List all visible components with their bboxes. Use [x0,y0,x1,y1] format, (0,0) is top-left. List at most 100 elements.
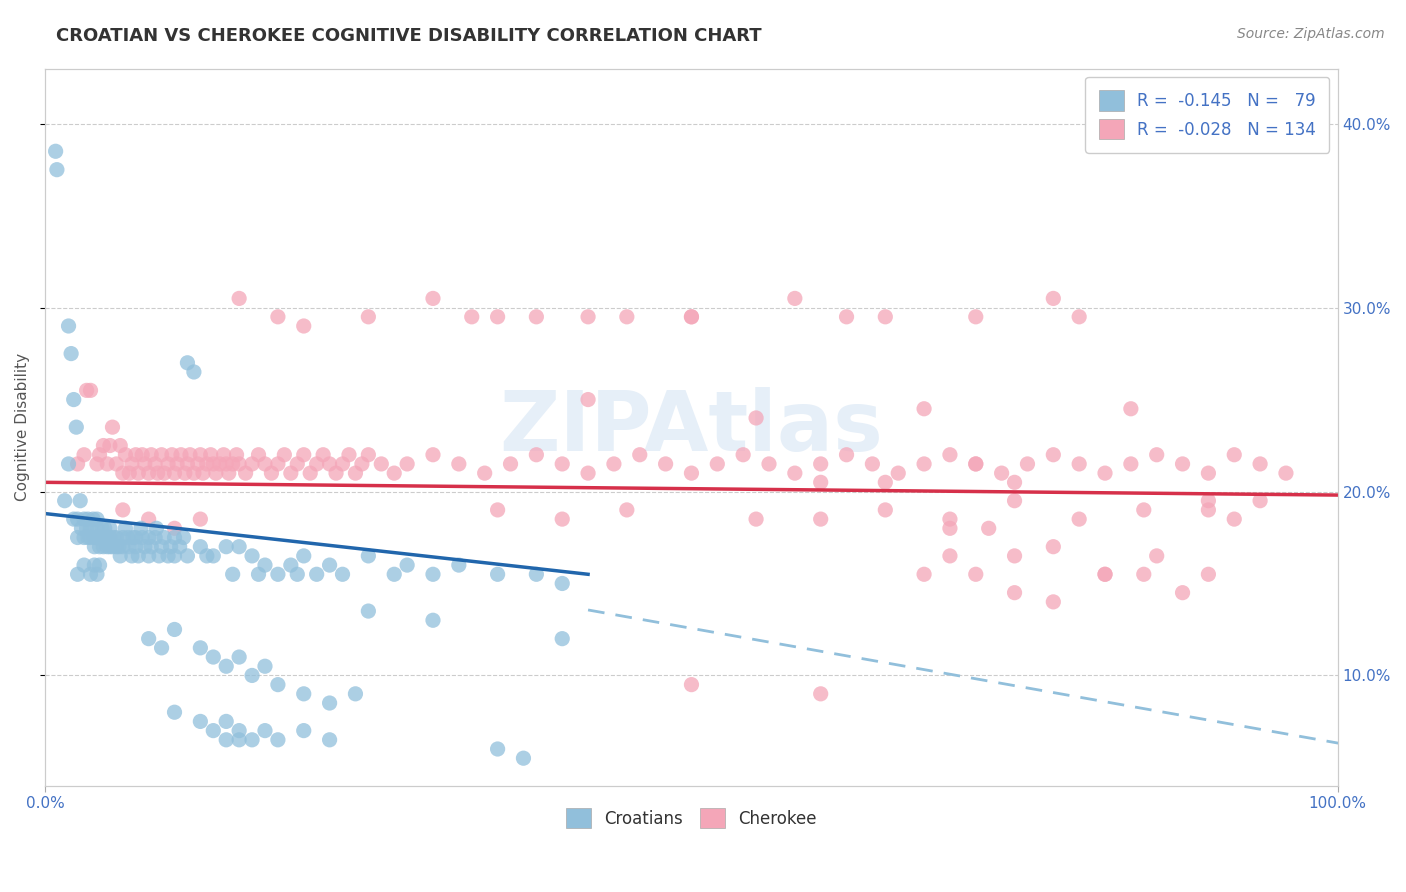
Point [1042,448,1064,462]
Point [195,457,218,471]
Point [280,466,302,480]
Point [111,540,134,554]
Point [1042,292,1064,306]
Point [202,457,225,471]
Point [153,531,176,545]
Point [285,567,308,582]
Point [292,448,315,462]
Point [159,540,181,554]
Point [1197,493,1219,508]
Point [114,521,136,535]
Point [215,540,238,554]
Point [111,466,134,480]
Point [706,457,728,471]
Point [299,466,322,480]
Point [337,448,360,462]
Point [62,392,84,407]
Point [576,310,599,324]
Point [58,318,80,333]
Point [73,512,96,526]
Point [1004,549,1026,563]
Text: Source: ZipAtlas.com: Source: ZipAtlas.com [1237,27,1385,41]
Point [1042,595,1064,609]
Point [228,732,250,747]
Point [110,438,132,452]
Point [118,540,141,554]
Point [939,549,962,563]
Point [176,549,198,563]
Point [344,466,367,480]
Point [810,512,832,526]
Point [628,448,651,462]
Point [83,540,105,554]
Point [260,466,283,480]
Point [1197,567,1219,582]
Point [134,457,156,471]
Point [76,384,98,398]
Point [73,448,96,462]
Point [166,457,188,471]
Point [551,632,574,646]
Point [733,448,755,462]
Point [79,567,101,582]
Point [170,448,193,462]
Point [66,512,89,526]
Point [357,448,380,462]
Point [82,512,104,526]
Point [150,448,173,462]
Point [190,540,212,554]
Point [1094,567,1116,582]
Point [91,521,114,535]
Point [396,457,419,471]
Point [96,457,118,471]
Point [93,438,115,452]
Point [131,448,153,462]
Point [163,705,186,719]
Point [1275,466,1298,480]
Point [202,549,225,563]
Point [486,742,509,756]
Point [200,448,222,462]
Point [157,457,180,471]
Point [190,714,212,729]
Point [267,310,290,324]
Point [344,687,367,701]
Point [134,540,156,554]
Point [131,531,153,545]
Point [150,540,173,554]
Point [681,678,703,692]
Point [447,558,470,573]
Point [202,723,225,738]
Point [576,392,599,407]
Point [215,732,238,747]
Point [318,732,340,747]
Point [163,531,186,545]
Point [758,457,780,471]
Point [190,512,212,526]
Point [205,466,228,480]
Point [1171,457,1194,471]
Point [325,466,347,480]
Point [83,531,105,545]
Point [253,558,276,573]
Point [486,567,509,582]
Point [292,687,315,701]
Point [318,558,340,573]
Point [96,540,118,554]
Point [77,531,100,545]
Point [163,466,186,480]
Point [267,457,290,471]
Point [228,457,250,471]
Point [77,512,100,526]
Point [512,751,534,765]
Point [215,659,238,673]
Point [127,466,149,480]
Point [1094,466,1116,480]
Point [240,549,263,563]
Point [160,448,183,462]
Point [681,466,703,480]
Point [285,457,308,471]
Point [215,457,238,471]
Point [1004,475,1026,490]
Point [524,448,547,462]
